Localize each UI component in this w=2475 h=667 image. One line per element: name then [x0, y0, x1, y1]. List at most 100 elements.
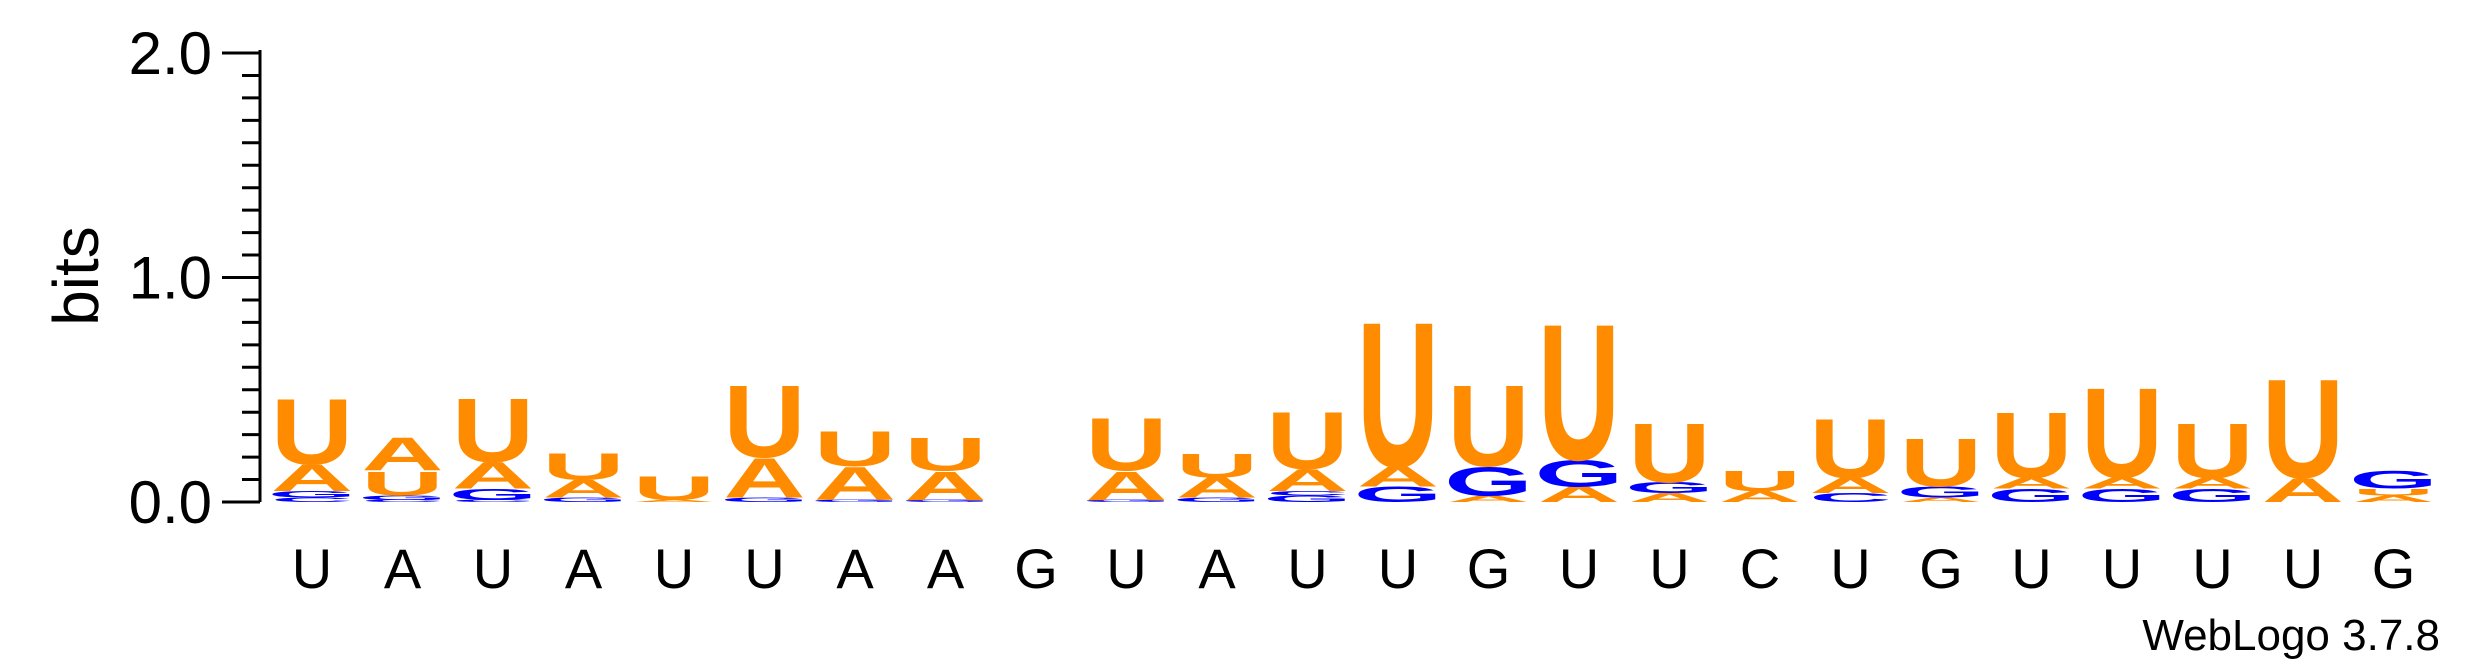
- logo-letter-u: U: [1085, 404, 1167, 487]
- logo-letter-a: A: [1628, 491, 1710, 505]
- logo-column: GAU: [1173, 446, 1262, 503]
- x-tick-label: G: [2372, 537, 2416, 600]
- logo-letter-u: U: [1900, 424, 1982, 501]
- logo-letter-a: A: [904, 464, 986, 509]
- y-axis-label: bits: [40, 226, 112, 326]
- x-tick-label: U: [1106, 537, 1146, 600]
- logo-letter-u: U: [1447, 362, 1529, 491]
- logo-letter-u: U: [1266, 394, 1348, 485]
- logo-letter-u: U: [814, 420, 896, 476]
- logo-letter-a: A: [271, 457, 353, 499]
- logo-column: AGU: [1444, 362, 1533, 504]
- logo-column: AGU: [1625, 406, 1714, 505]
- logo-column: GAU: [901, 428, 990, 508]
- logo-letter-a: A: [1900, 496, 1982, 503]
- logo-letter-u: U: [633, 469, 715, 508]
- logo-letter-g: G: [1354, 482, 1443, 506]
- logo-column: AGU: [1535, 284, 1624, 507]
- logo-letter-a: A: [1085, 464, 1167, 509]
- logo-letter-g: G: [901, 499, 990, 503]
- logo-letter-u: U: [542, 445, 624, 487]
- logo-letter-g: G: [811, 499, 900, 503]
- logo-column: AUG: [2349, 466, 2438, 504]
- logo-letter-g: G: [539, 496, 628, 503]
- x-tick-label: U: [2011, 537, 2051, 600]
- logo-letter-a: A: [1809, 473, 1891, 497]
- logo-letter-a: A: [1357, 461, 1439, 493]
- logo-letter-a: A: [1719, 488, 1801, 506]
- x-tick-label: U: [473, 537, 513, 600]
- logo-letter-a: A: [1990, 474, 2072, 492]
- logo-letter-c: C: [452, 499, 534, 503]
- logo-letter-u: U: [1719, 465, 1801, 497]
- x-tick-label: U: [2102, 537, 2142, 600]
- x-tick-label: A: [565, 537, 603, 600]
- y-ticks: 0.0 1.0 2.0: [129, 20, 260, 536]
- logo-letter-a: A: [723, 447, 805, 510]
- logo-letter-u: U: [361, 464, 443, 503]
- y-tick-label: 1.0: [129, 245, 212, 312]
- logo-letter-u: U: [2081, 361, 2163, 505]
- logo-column: GAU: [1354, 280, 1443, 510]
- logo-letter-a: A: [361, 428, 443, 480]
- logo-letter-u: U: [452, 380, 534, 481]
- x-tick-label: U: [1649, 537, 1689, 600]
- logo-letter-u: U: [2262, 351, 2344, 508]
- logo-letter-c: C: [1809, 491, 1891, 505]
- logo-letter-u: U: [1990, 393, 2072, 498]
- logo-letter-u: U: [1357, 280, 1439, 510]
- logo-letter-a: A: [2171, 474, 2253, 492]
- x-tick-label: C: [1740, 537, 1780, 600]
- logo-column: GAU: [1987, 393, 2076, 506]
- logo-column: GAU: [2168, 407, 2257, 506]
- x-tick-label: A: [1198, 537, 1236, 600]
- logo-letter-g: G: [449, 486, 538, 504]
- logo-letter-g: G: [2168, 485, 2257, 506]
- logo-column: AU: [1719, 465, 1801, 505]
- x-tick-label: U: [654, 537, 694, 600]
- x-tick-label: U: [2192, 537, 2232, 600]
- logo-column: GAU: [539, 445, 628, 503]
- logo-column: GAU: [720, 365, 809, 510]
- logo-column: CAU: [1809, 401, 1891, 504]
- x-tick-label: G: [1014, 537, 1058, 600]
- logo-letter-g: G: [2078, 485, 2167, 506]
- logo-letter-g: G: [358, 494, 447, 501]
- x-tick-label: A: [384, 537, 422, 600]
- y-tick-label: 0.0: [129, 469, 212, 536]
- logo-letter-u: U: [1628, 406, 1710, 500]
- logo-column: GAU: [811, 420, 900, 510]
- logo-letter-a: A: [2262, 471, 2344, 510]
- logo-letter-u: U: [271, 379, 353, 484]
- weblogo-credit: WebLogo 3.7.8: [2142, 611, 2440, 660]
- x-tick-label: U: [2283, 537, 2323, 600]
- logo-letter-u: U: [2352, 487, 2434, 497]
- x-tick-label: U: [1378, 537, 1418, 600]
- logo-letter-u: U: [1538, 284, 1620, 501]
- x-tick-label: U: [1287, 537, 1327, 600]
- logo-column: GAU: [1082, 404, 1171, 509]
- x-tick-label: U: [1830, 537, 1870, 600]
- logo-column: AU: [633, 469, 715, 508]
- logo-letter-u: U: [1809, 401, 1891, 495]
- logo-letter-g: G: [1625, 479, 1714, 497]
- logo-letter-c: C: [361, 499, 443, 503]
- logo-letter-g: G: [2349, 466, 2438, 494]
- logo-letter-g: G: [1987, 485, 2076, 506]
- logo-letter-g: G: [1897, 483, 1986, 501]
- logo-letter-g: G: [1173, 496, 1262, 503]
- logo-column: AGU: [1897, 424, 1986, 503]
- logo-column: GAU: [2078, 361, 2167, 506]
- logo-letter-a: A: [1538, 482, 1620, 506]
- logo-letter-a: A: [2081, 474, 2163, 492]
- x-tick-label: U: [292, 537, 332, 600]
- y-tick-label: 2.0: [129, 20, 212, 87]
- x-tick-label: U: [1559, 537, 1599, 600]
